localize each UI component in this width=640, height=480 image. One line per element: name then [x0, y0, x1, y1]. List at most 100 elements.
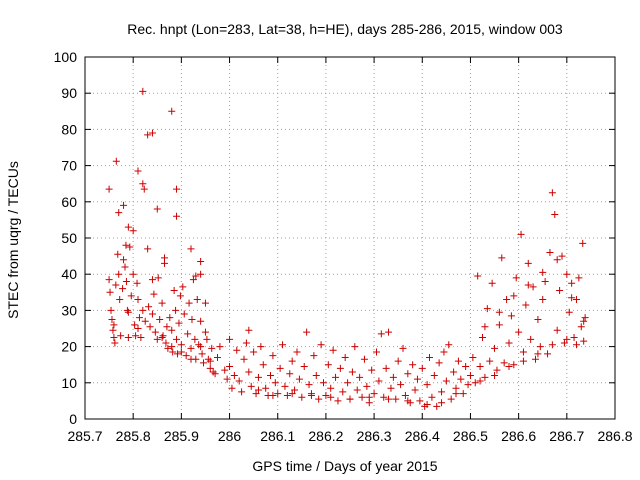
data-point	[129, 227, 137, 235]
data-point	[293, 348, 301, 356]
y-tick-labels: 0 10 20 30 40 50 60 70 80 90 100	[54, 49, 78, 427]
data-point	[498, 254, 506, 262]
data-point	[197, 343, 205, 351]
data-point	[332, 373, 340, 381]
data-point	[307, 391, 315, 399]
data-point	[491, 372, 499, 380]
data-point	[539, 296, 547, 304]
data-point	[385, 395, 393, 403]
data-point	[135, 314, 143, 322]
data-point	[373, 348, 380, 356]
data-point	[245, 326, 253, 334]
data-point	[235, 377, 243, 385]
data-point	[428, 393, 436, 401]
data-point	[356, 373, 364, 381]
data-point	[115, 209, 123, 217]
x-tick-label: 286.5	[453, 428, 488, 444]
data-point	[161, 259, 168, 267]
data-point	[385, 328, 393, 336]
data-point	[370, 390, 378, 398]
data-point	[173, 185, 181, 193]
data-point	[322, 391, 330, 399]
data-point	[187, 355, 195, 363]
data-point	[269, 391, 277, 399]
data-point	[108, 315, 116, 323]
data-point	[159, 332, 167, 340]
data-point	[466, 372, 474, 380]
data-point	[392, 395, 400, 403]
data-point	[267, 372, 274, 380]
data-point	[565, 308, 573, 316]
data-point	[188, 315, 196, 323]
data-point	[206, 364, 214, 372]
data-point	[377, 330, 385, 338]
data-point	[139, 180, 147, 188]
data-point	[305, 381, 313, 389]
data-point	[124, 223, 132, 231]
data-point	[187, 344, 195, 352]
data-point	[493, 366, 501, 374]
y-tick-label: 0	[69, 411, 77, 427]
data-point	[214, 353, 221, 361]
data-point	[164, 344, 172, 352]
y-tick-label: 50	[61, 230, 77, 246]
data-point	[534, 350, 542, 358]
data-point	[486, 357, 494, 365]
data-point	[180, 310, 188, 318]
data-point	[250, 348, 258, 356]
data-point	[413, 375, 421, 383]
data-point	[579, 239, 587, 247]
y-tick-label: 20	[61, 339, 77, 355]
data-point	[200, 359, 208, 367]
data-point	[145, 303, 153, 311]
data-point	[524, 281, 532, 289]
data-point	[288, 390, 296, 398]
data-point	[252, 390, 260, 398]
data-point	[242, 339, 250, 347]
data-point	[283, 391, 291, 399]
x-tick-label: 286.2	[308, 428, 343, 444]
data-point	[346, 395, 354, 403]
y-axis-label: STEC from uqrg / TECUs	[5, 161, 21, 319]
data-point	[238, 388, 246, 396]
data-point	[191, 335, 199, 343]
data-point	[295, 375, 303, 383]
data-point	[201, 299, 209, 307]
data-point	[156, 315, 164, 323]
data-point	[344, 379, 352, 387]
data-point	[274, 390, 282, 398]
data-point	[515, 328, 523, 336]
data-point	[447, 395, 455, 403]
data-point	[546, 248, 554, 256]
data-point	[416, 397, 424, 405]
data-point	[153, 205, 161, 213]
data-point	[233, 346, 241, 354]
data-point	[204, 355, 212, 363]
data-point	[254, 386, 262, 394]
data-point	[324, 361, 332, 369]
data-point	[539, 268, 547, 276]
data-point	[127, 292, 135, 300]
data-point	[423, 381, 431, 389]
data-point	[522, 301, 530, 309]
data-point	[121, 263, 129, 271]
data-point	[134, 296, 142, 304]
data-point	[575, 274, 583, 282]
data-point	[120, 256, 128, 264]
data-point	[192, 272, 200, 280]
data-point	[174, 350, 182, 358]
data-point	[541, 277, 549, 285]
y-tick-label: 10	[61, 375, 77, 391]
data-point	[548, 189, 556, 197]
data-point	[418, 364, 426, 372]
grid	[85, 57, 615, 419]
x-tick-label: 285.9	[164, 428, 199, 444]
data-point	[122, 241, 130, 249]
data-point	[201, 328, 209, 336]
data-point	[154, 274, 162, 282]
data-point	[153, 335, 161, 343]
x-tick-label: 286.4	[405, 428, 440, 444]
data-point	[568, 279, 576, 287]
data-point	[276, 364, 284, 372]
data-point	[500, 359, 508, 367]
